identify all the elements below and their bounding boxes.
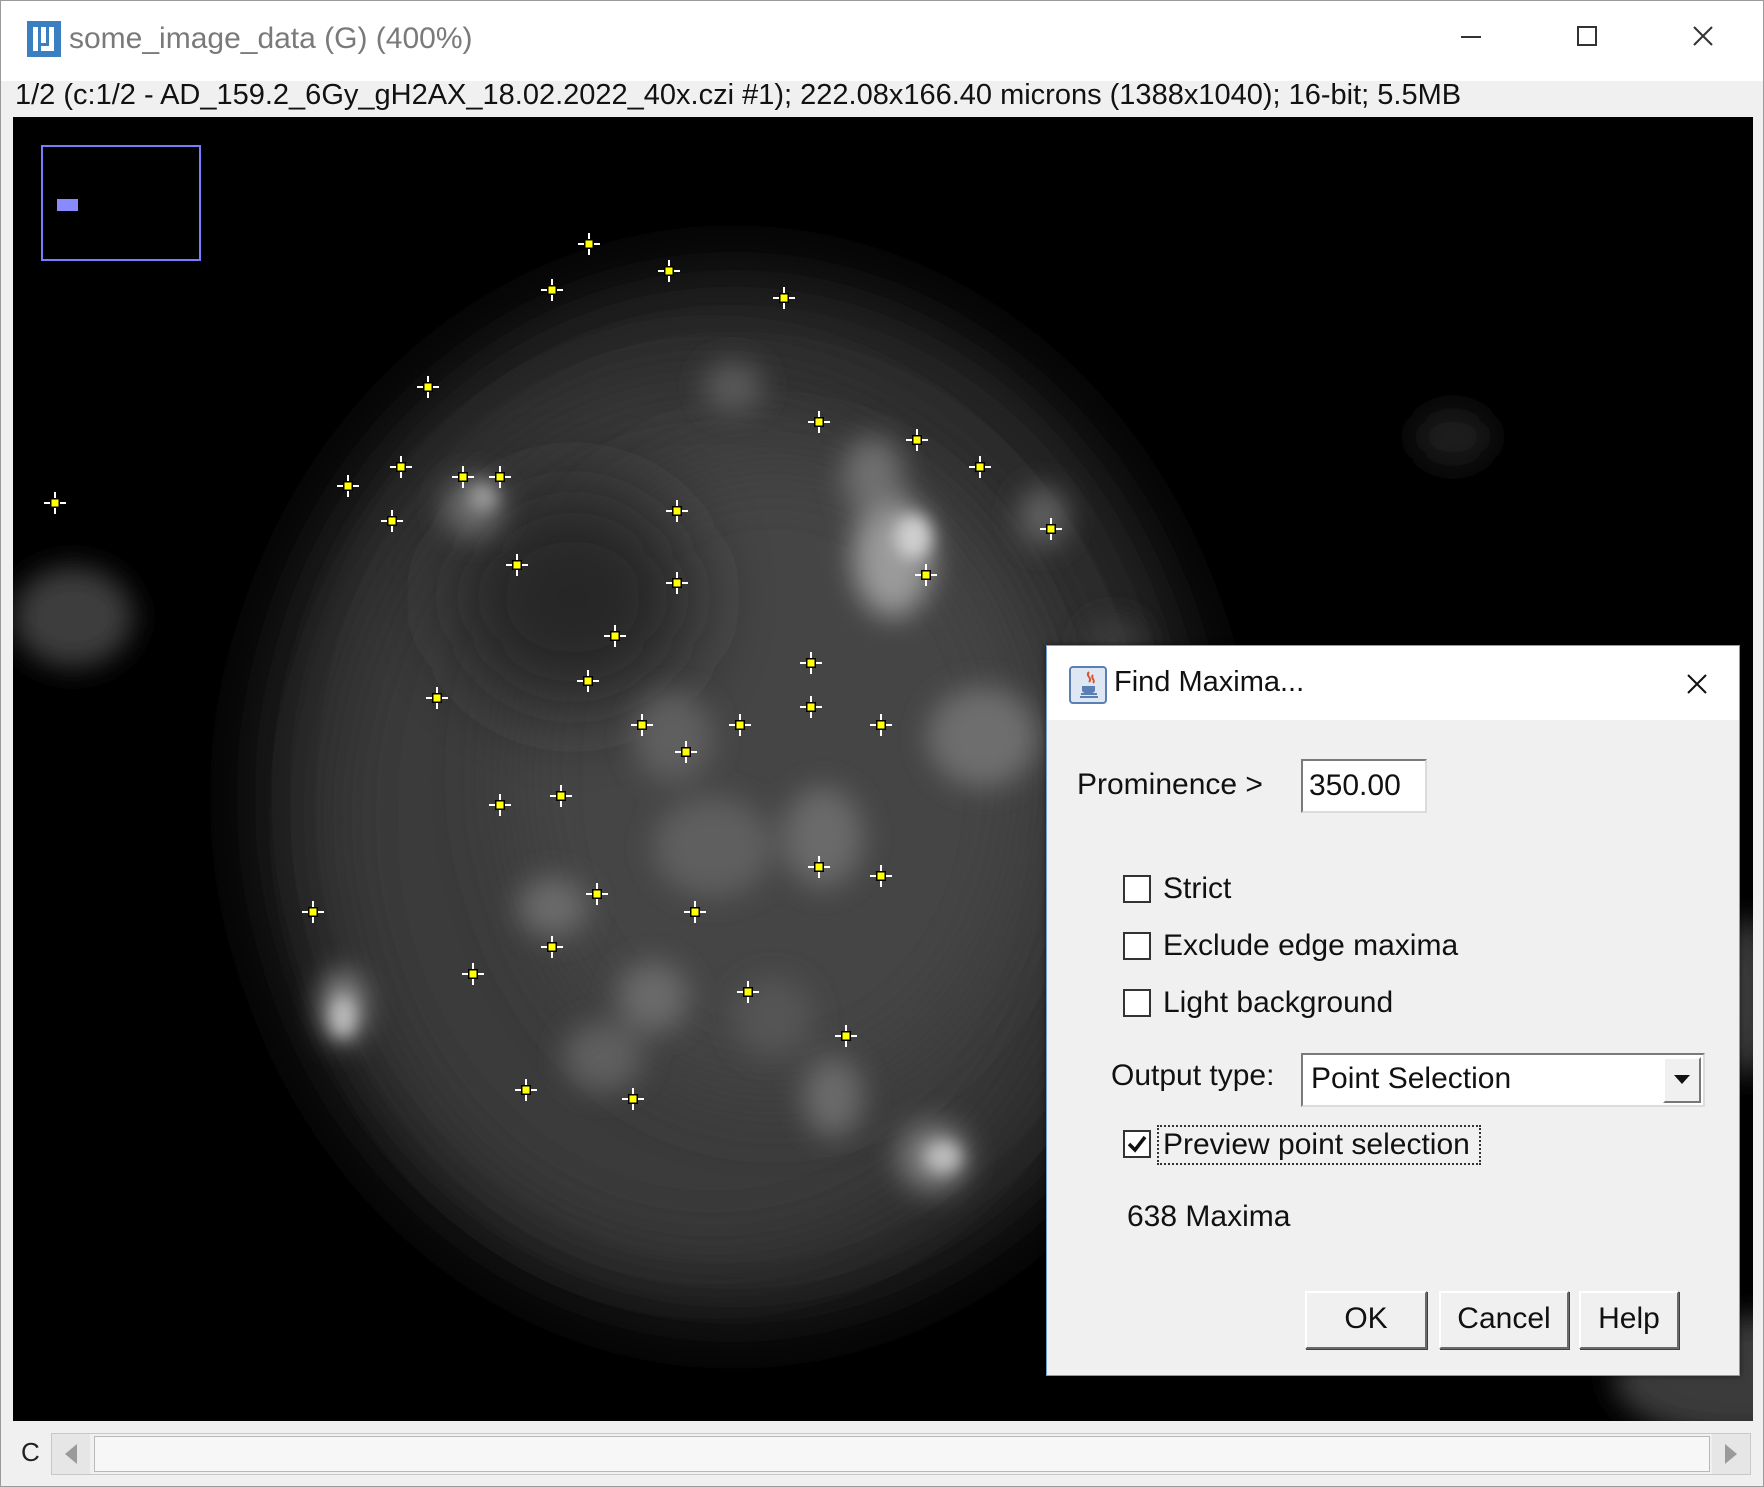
maxima-point-marker bbox=[737, 981, 759, 1003]
channel-label: C bbox=[21, 1437, 40, 1467]
dialog-close-icon bbox=[1687, 674, 1707, 694]
maxima-point-marker bbox=[302, 901, 324, 923]
maxima-point-marker bbox=[622, 1088, 644, 1110]
scrollbar-thumb[interactable] bbox=[94, 1436, 1710, 1472]
maxima-point-marker bbox=[729, 714, 751, 736]
maxima-point-marker bbox=[586, 883, 608, 905]
maxima-point-marker bbox=[489, 466, 511, 488]
maxima-point-marker bbox=[452, 466, 474, 488]
strict-label[interactable]: Strict bbox=[1163, 872, 1232, 905]
maxima-point-marker bbox=[675, 741, 697, 763]
maxima-point-marker bbox=[800, 696, 822, 718]
output-type-select[interactable]: Point Selection bbox=[1301, 1053, 1705, 1107]
maxima-point-marker bbox=[1040, 518, 1062, 540]
maxima-point-marker bbox=[808, 856, 830, 878]
maxima-point-marker bbox=[578, 233, 600, 255]
scroll-left-button[interactable] bbox=[52, 1434, 90, 1474]
maxima-point-marker bbox=[800, 652, 822, 674]
maxima-point-marker bbox=[915, 564, 937, 586]
maxima-point-marker bbox=[835, 1025, 857, 1047]
light-background-label[interactable]: Light background bbox=[1163, 986, 1394, 1019]
maxima-point-marker bbox=[604, 625, 626, 647]
maxima-point-marker bbox=[462, 963, 484, 985]
maximize-button[interactable] bbox=[1557, 13, 1617, 67]
maxima-point-marker bbox=[870, 714, 892, 736]
prominence-label: Prominence > bbox=[1077, 768, 1263, 801]
dialog-title: Find Maxima... bbox=[1114, 666, 1305, 698]
chevron-down-icon bbox=[1674, 1075, 1690, 1084]
ok-button[interactable]: OK bbox=[1305, 1291, 1427, 1349]
preview-point-selection-label[interactable]: Preview point selection bbox=[1163, 1128, 1470, 1161]
maxima-point-marker bbox=[658, 260, 680, 282]
maxima-point-marker bbox=[381, 510, 403, 532]
minimize-button[interactable] bbox=[1441, 13, 1501, 67]
output-type-value: Point Selection bbox=[1311, 1062, 1512, 1095]
preview-focus-ring bbox=[1157, 1125, 1481, 1165]
maxima-point-marker bbox=[337, 475, 359, 497]
scroll-right-icon bbox=[1725, 1444, 1737, 1464]
maxima-point-marker bbox=[808, 411, 830, 433]
maxima-point-marker bbox=[506, 554, 528, 576]
maxima-point-marker bbox=[631, 714, 653, 736]
cancel-button[interactable]: Cancel bbox=[1439, 1291, 1569, 1349]
maxima-point-marker bbox=[489, 794, 511, 816]
maxima-point-marker bbox=[541, 279, 563, 301]
exclude-edge-maxima-label[interactable]: Exclude edge maxima bbox=[1163, 929, 1459, 962]
maxima-point-marker bbox=[969, 456, 991, 478]
close-icon bbox=[1693, 26, 1713, 46]
help-button[interactable]: Help bbox=[1579, 1291, 1679, 1349]
window-titlebar[interactable]: some_image_data (G) (400%) bbox=[1, 1, 1763, 81]
maxima-point-marker bbox=[426, 687, 448, 709]
close-button[interactable] bbox=[1673, 13, 1733, 67]
dialog-close-button[interactable] bbox=[1677, 664, 1717, 704]
find-maxima-dialog: Find Maxima... Prominence > Strict Exclu… bbox=[1046, 645, 1740, 1376]
maxima-point-marker bbox=[666, 500, 688, 522]
image-info-line: 1/2 (c:1/2 - AD_159.2_6Gy_gH2AX_18.02.20… bbox=[15, 79, 1462, 111]
maxima-point-marker bbox=[44, 492, 66, 514]
strict-checkbox[interactable] bbox=[1123, 875, 1151, 903]
maxima-point-marker bbox=[390, 456, 412, 478]
maxima-point-marker bbox=[906, 429, 928, 451]
dialog-titlebar[interactable]: Find Maxima... bbox=[1047, 646, 1739, 720]
prominence-input[interactable] bbox=[1301, 759, 1427, 813]
exclude-edge-maxima-checkbox[interactable] bbox=[1123, 932, 1151, 960]
maxima-point-marker bbox=[515, 1079, 537, 1101]
channel-scrollbar[interactable] bbox=[51, 1433, 1751, 1475]
light-background-checkbox[interactable] bbox=[1123, 989, 1151, 1017]
imagej-icon bbox=[27, 21, 61, 57]
preview-point-selection-checkbox[interactable] bbox=[1123, 1130, 1151, 1158]
minimize-icon bbox=[1461, 36, 1481, 38]
output-type-dropdown-button[interactable] bbox=[1663, 1057, 1701, 1103]
maxima-point-marker bbox=[870, 865, 892, 887]
navigator-viewport-indicator bbox=[57, 199, 78, 211]
maxima-point-marker bbox=[684, 901, 706, 923]
maxima-point-marker bbox=[773, 287, 795, 309]
checkmark-icon bbox=[1127, 1135, 1147, 1153]
java-icon bbox=[1069, 666, 1107, 704]
maximize-icon bbox=[1577, 26, 1597, 46]
maxima-count: 638 Maxima bbox=[1127, 1200, 1291, 1233]
fluorescence-image bbox=[13, 233, 1753, 1421]
window-title: some_image_data (G) (400%) bbox=[69, 22, 473, 55]
maxima-point-marker bbox=[417, 376, 439, 398]
maxima-point-marker bbox=[577, 670, 599, 692]
maxima-point-marker bbox=[550, 785, 572, 807]
output-type-label: Output type: bbox=[1111, 1059, 1275, 1092]
maxima-point-marker bbox=[666, 572, 688, 594]
maxima-point-marker bbox=[541, 936, 563, 958]
scroll-right-button[interactable] bbox=[1712, 1434, 1750, 1474]
scroll-left-icon bbox=[65, 1444, 77, 1464]
zoom-navigator[interactable] bbox=[41, 145, 201, 261]
